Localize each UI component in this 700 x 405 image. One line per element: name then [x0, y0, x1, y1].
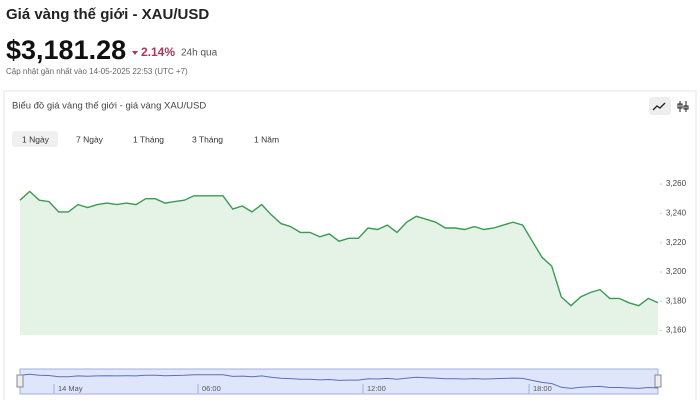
tab[interactable]: 7 Ngày	[76, 134, 104, 144]
navigator-handle-left[interactable]	[16, 374, 24, 388]
y-tick-label: 3,180	[666, 296, 687, 305]
tab-active-bg	[12, 131, 58, 147]
tab[interactable]: 1 Ngày	[22, 134, 50, 144]
card-title: Biểu đồ giá vàng thế giới - giá vàng XAU…	[12, 101, 206, 112]
candle-mode-button[interactable]	[677, 101, 689, 112]
period: 24h qua	[181, 48, 218, 59]
page-title: Giá vàng thế giới - XAU/USD	[6, 6, 209, 23]
tab[interactable]: 1 Tháng	[133, 134, 164, 144]
navigator-label: 14 May	[58, 384, 83, 393]
y-tick-label: 3,260	[666, 179, 687, 188]
navigator-label: 18:00	[533, 384, 552, 393]
down-arrow	[132, 51, 138, 55]
navigator-handle-right[interactable]	[654, 374, 662, 388]
price-line	[19, 190, 659, 307]
tab[interactable]: 1 Năm	[254, 134, 279, 144]
tab[interactable]: 3 Tháng	[192, 134, 223, 144]
change: 2.14%	[141, 45, 175, 59]
area	[20, 191, 658, 335]
price: $3,181.28	[6, 35, 126, 65]
y-tick-label: 3,220	[666, 238, 687, 247]
update-time: Cập nhật gần nhất vào 14-05-2025 22:53 (…	[6, 67, 188, 76]
y-tick-label: 3,200	[666, 267, 687, 276]
line-mode-button[interactable]	[649, 97, 671, 115]
line-icon	[652, 102, 666, 111]
navigator-window	[19, 368, 659, 395]
navigator-label: 06:00	[202, 384, 221, 393]
navigator-line	[19, 373, 659, 389]
y-tick-label: 3,160	[666, 326, 687, 335]
y-tick-label: 3,240	[666, 208, 687, 217]
navigator-label: 12:00	[367, 384, 386, 393]
